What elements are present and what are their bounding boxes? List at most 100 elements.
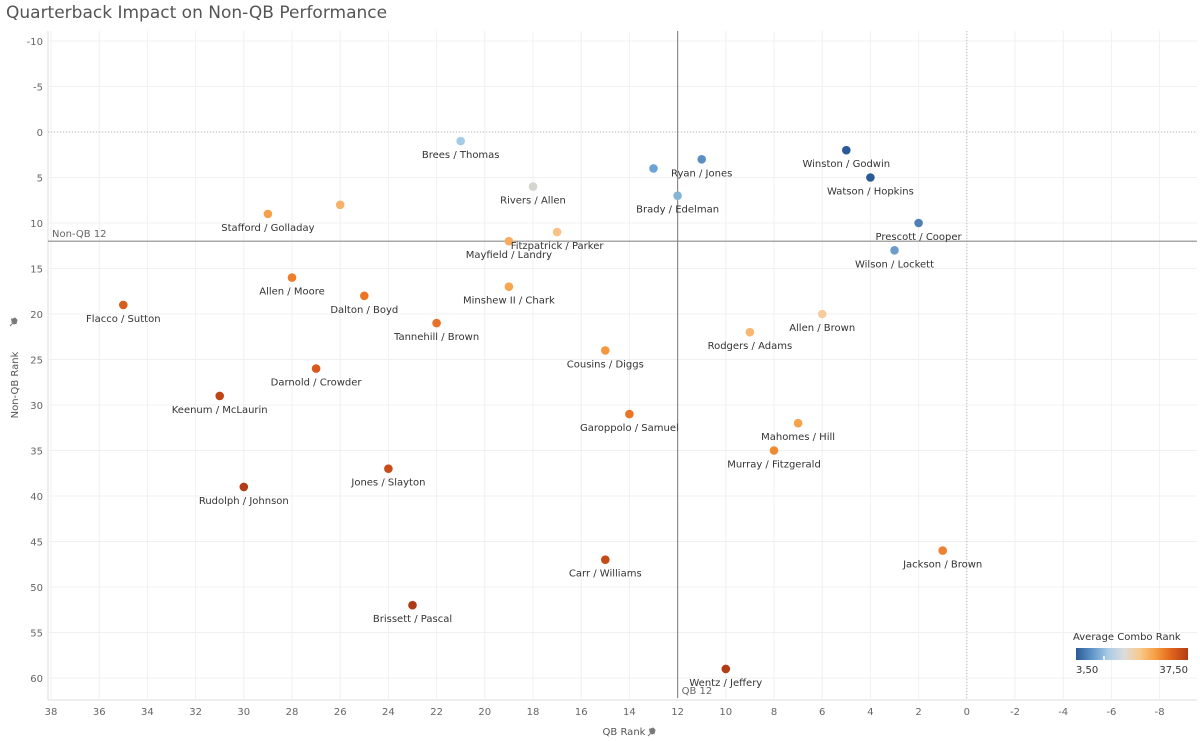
x-axis-ticks: 38 36 34 32 30 28 26 24 22 20 18 16 14 12 10 8 6 4 2 0 -2 -4-… xyxy=(45,707,1200,718)
point-label: Winston / Godwin xyxy=(802,159,890,170)
point-label: Fitzpatrick / Parker xyxy=(511,241,605,252)
y-axis-pin-icon[interactable] xyxy=(9,317,18,327)
y-tick-label: 10 xyxy=(30,219,43,230)
point-label: Wentz / Jeffery xyxy=(689,678,762,689)
data-point[interactable] xyxy=(914,218,923,228)
point-label: Jackson / Brown xyxy=(902,560,982,571)
x-axis-pin-icon[interactable] xyxy=(647,727,656,737)
x-axis-title: QB Rank xyxy=(603,727,646,738)
non-qb-reference-label: Non-QB 12 xyxy=(52,229,107,240)
y-tick-label: 40 xyxy=(30,492,43,503)
data-point[interactable] xyxy=(673,191,682,200)
x-tick-label: 14 xyxy=(623,707,636,718)
y-tick-label: -5 xyxy=(33,83,43,94)
data-point[interactable] xyxy=(384,464,393,474)
point-label: Garoppolo / Samuel xyxy=(580,423,679,434)
y-tick-label: 5 xyxy=(37,174,43,185)
legend-gradient-bar xyxy=(1076,648,1188,660)
point-label: Carr / Williams xyxy=(569,569,642,580)
x-tick-label: 30 xyxy=(237,707,250,718)
x-tick-label: 38 xyxy=(45,707,58,718)
point-label: Darnold / Crowder xyxy=(271,378,363,389)
data-point[interactable] xyxy=(456,136,466,146)
y-tick-label: -10 xyxy=(27,37,43,48)
y-tick-label: 60 xyxy=(30,674,43,685)
x-tick-label: 32 xyxy=(189,707,202,718)
point-label: Mahomes / Hill xyxy=(761,432,835,443)
legend-max-label: 37,50 xyxy=(1159,665,1188,676)
data-point[interactable] xyxy=(335,200,345,210)
data-point[interactable] xyxy=(408,600,417,610)
data-point[interactable] xyxy=(793,418,803,428)
x-tick-label: 2 xyxy=(915,707,921,718)
x-tick-label: 20 xyxy=(478,707,491,718)
point-label: Murray / Fitzgerald xyxy=(727,460,821,471)
point-label: Rudolph / Johnson xyxy=(199,496,289,507)
point-label: Allen / Brown xyxy=(789,323,855,334)
x-tick-label: 22 xyxy=(430,707,443,718)
y-tick-label: 30 xyxy=(30,401,43,412)
point-label: Flacco / Sutton xyxy=(86,314,160,325)
y-tick-label: 35 xyxy=(30,447,43,458)
data-point[interactable] xyxy=(890,246,899,255)
x-tick-label: 24 xyxy=(382,707,395,718)
data-point[interactable] xyxy=(215,391,224,401)
point-label: Tannehill / Brown xyxy=(393,332,479,343)
point-label: Stafford / Golladay xyxy=(221,223,314,234)
point-label: Rivers / Allen xyxy=(500,196,566,207)
data-point[interactable] xyxy=(649,164,658,173)
point-label: Jones / Slayton xyxy=(350,478,425,489)
data-point[interactable] xyxy=(504,236,514,246)
data-point[interactable] xyxy=(504,282,514,292)
qb-reference-label: QB 12 xyxy=(682,686,713,697)
data-point[interactable] xyxy=(552,227,562,237)
point-label: Minshew II / Chark xyxy=(463,296,555,307)
data-point[interactable] xyxy=(360,291,369,301)
point-label: Mayfield / Landry xyxy=(466,250,552,261)
point-label: Brees / Thomas xyxy=(422,150,500,161)
data-point[interactable] xyxy=(287,273,297,282)
y-tick-label: 0 xyxy=(37,128,43,139)
x-tick-label: 4 xyxy=(867,707,873,718)
x-tick-label: 0 xyxy=(964,707,970,718)
y-tick-label: 45 xyxy=(30,538,43,549)
point-label: Brady / Edelman xyxy=(636,205,719,216)
point-labels: Brees / Thomas Ryan / Jones Winston / Godw… xyxy=(86,150,982,689)
data-point[interactable] xyxy=(866,173,875,182)
data-point[interactable] xyxy=(119,300,128,310)
legend-title: Average Combo Rank xyxy=(1073,632,1181,643)
zero-lines xyxy=(48,31,1197,700)
point-label: Keenum / McLaurin xyxy=(172,405,268,416)
data-point[interactable] xyxy=(263,209,273,219)
x-tick-label: 10 xyxy=(719,707,732,718)
data-point[interactable] xyxy=(817,309,827,319)
x-tick-label: 28 xyxy=(286,707,299,718)
x-tick-label: -2 xyxy=(1010,707,1020,718)
data-point[interactable] xyxy=(601,555,610,564)
point-label: Dalton / Boyd xyxy=(330,305,398,316)
data-point[interactable] xyxy=(697,155,706,164)
y-tick-label: 15 xyxy=(30,265,43,276)
data-point[interactable] xyxy=(239,482,249,492)
chart-title: Quarterback Impact on Non-QB Performance xyxy=(6,3,388,23)
data-point[interactable] xyxy=(311,364,321,373)
data-point[interactable] xyxy=(745,327,755,337)
point-label: Allen / Moore xyxy=(259,287,325,298)
x-tick-label: 16 xyxy=(575,707,588,718)
data-point[interactable] xyxy=(721,664,731,674)
data-point[interactable] xyxy=(769,446,779,455)
point-label: Prescott / Cooper xyxy=(876,232,963,243)
x-tick-label: -4 xyxy=(1058,707,1068,718)
point-label: Brissett / Pascal xyxy=(373,614,452,625)
data-point[interactable] xyxy=(528,182,538,191)
x-tick-label: -6 xyxy=(1106,707,1116,718)
y-axis-title: Non-QB Rank xyxy=(10,351,21,418)
x-tick-label: 8 xyxy=(771,707,777,718)
data-point[interactable] xyxy=(601,346,610,355)
data-point[interactable] xyxy=(432,318,441,328)
x-tick-label: 6 xyxy=(819,707,825,718)
data-point[interactable] xyxy=(625,409,634,419)
data-point[interactable] xyxy=(938,546,947,555)
data-point[interactable] xyxy=(842,145,851,155)
